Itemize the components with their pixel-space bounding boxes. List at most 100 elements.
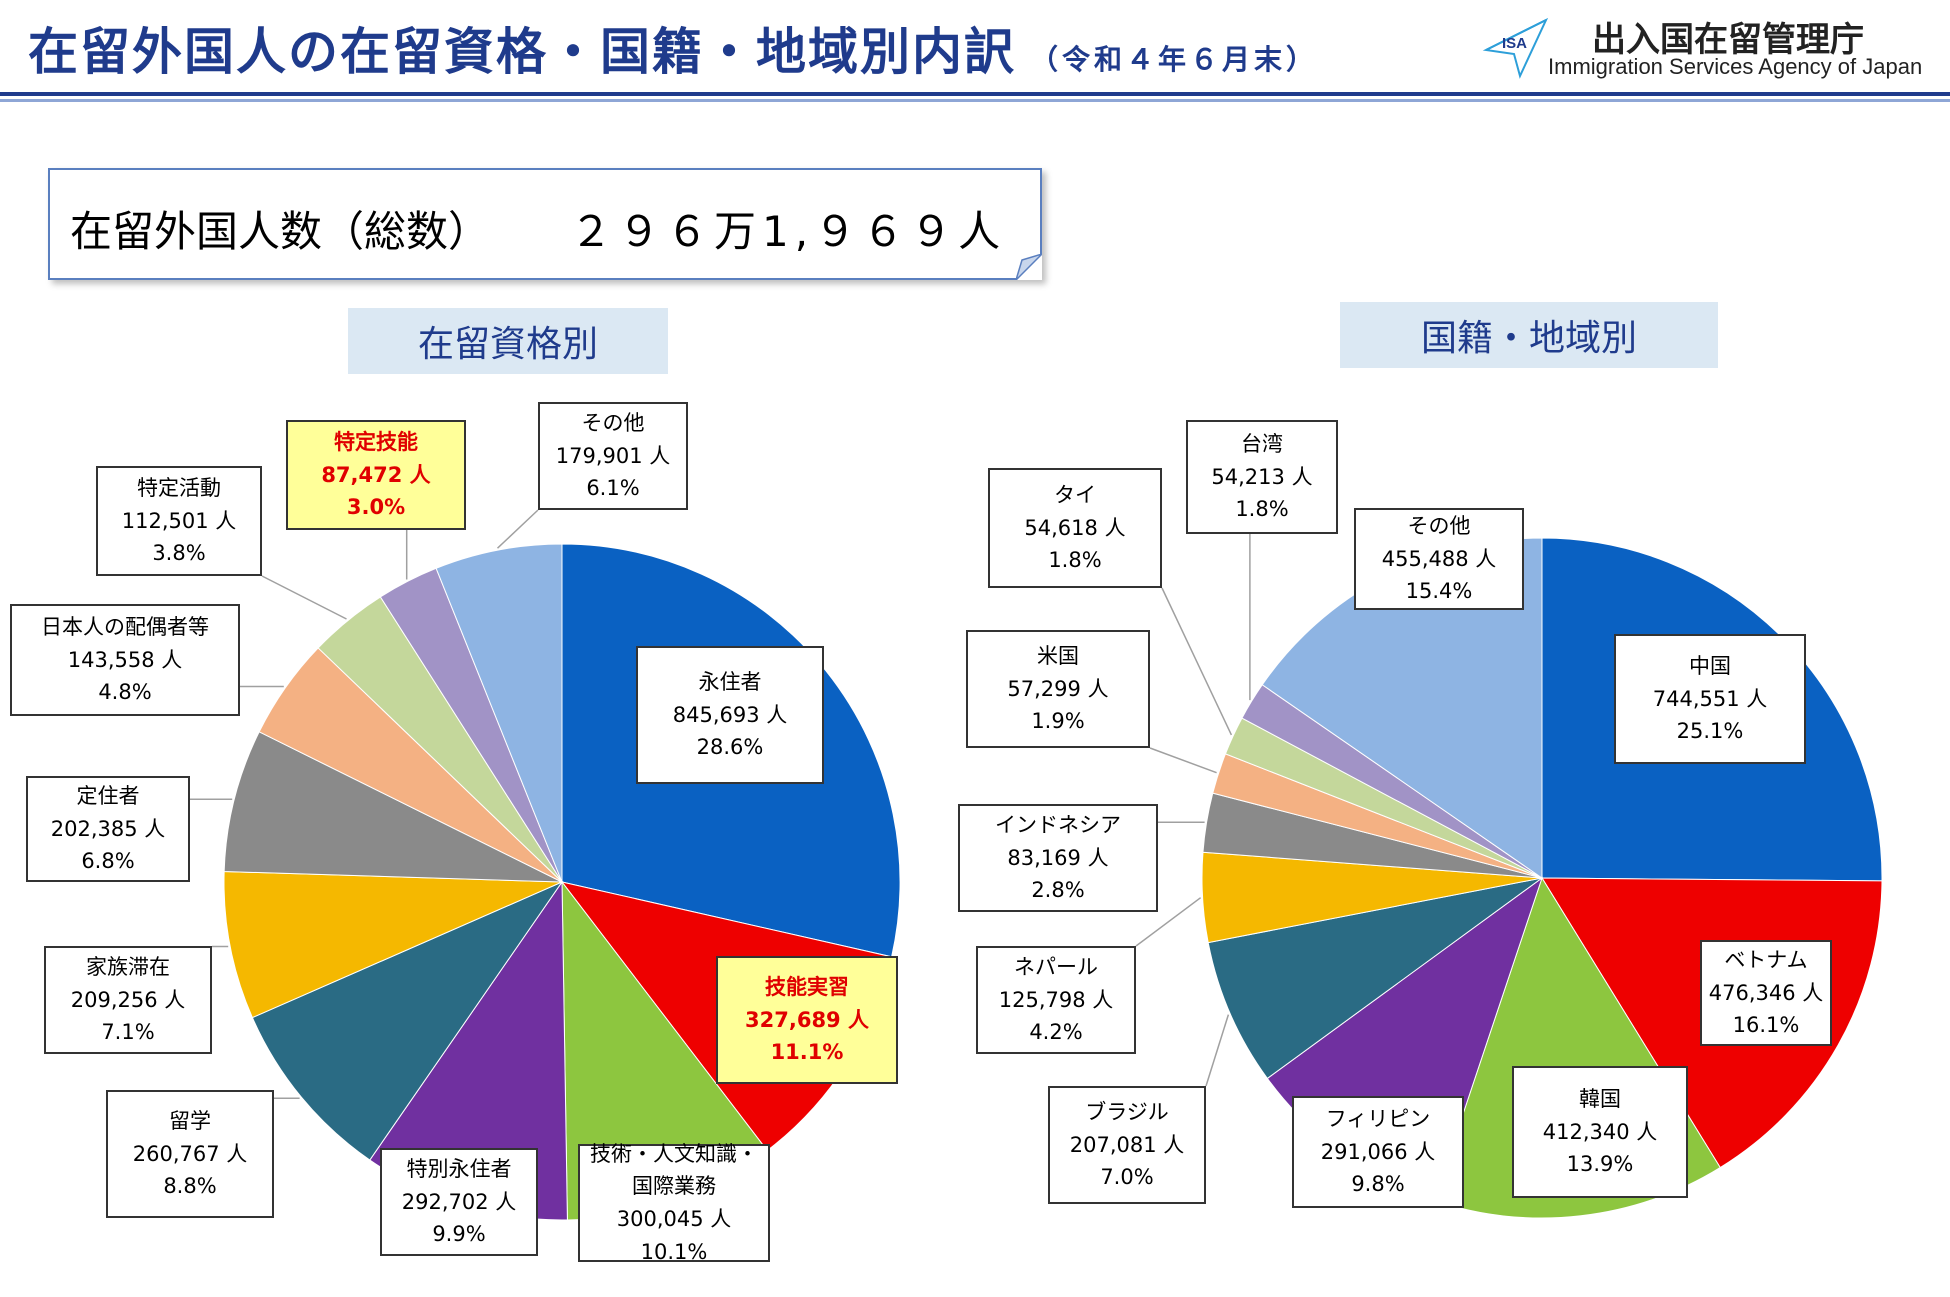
header-divider-light (0, 99, 1950, 102)
slice-label-nationality-8: タイ 54,618 人 1.8% (988, 468, 1162, 588)
pie-slice-status-6 (223, 731, 563, 883)
slice-name: 家族滞在 (86, 955, 170, 980)
slice-value-number: 412,340 (1542, 1119, 1630, 1144)
slice-percent: 25.1% (1676, 719, 1744, 744)
slice-value-number: 476,346 (1708, 980, 1796, 1005)
slice-value-unit: 人 (137, 816, 166, 841)
slice-value: 143,558 人 (68, 644, 183, 677)
slice-percent: 2.8% (1031, 878, 1085, 903)
slice-label-status-6: 定住者 202,385 人 6.8% (26, 776, 190, 882)
slice-value-number: 54,618 (1024, 515, 1098, 540)
slice-value-unit: 人 (1629, 1119, 1658, 1144)
leader-line-nationality-7 (1149, 747, 1217, 774)
slice-value: 260,767 人 (133, 1138, 248, 1171)
slice-name: 特定活動 (137, 476, 221, 501)
slice-label-nationality-1: ベトナム 476,346 人 16.1% (1700, 940, 1832, 1046)
slice-percent: 6.1% (586, 476, 640, 501)
slice-label-nationality-9: 台湾 54,213 人 1.8% (1186, 420, 1338, 534)
slice-name: 台湾 (1241, 432, 1283, 457)
header-divider (0, 92, 1950, 96)
slice-percent: 1.8% (1048, 548, 1102, 573)
slice-percent: 8.8% (163, 1174, 217, 1199)
slice-percent: 9.9% (432, 1222, 486, 1247)
slice-value: 57,299 人 (1007, 673, 1108, 706)
slice-value-number: 202,385 (50, 816, 138, 841)
slice-percent: 7.1% (101, 1020, 155, 1045)
slice-name: 国際業務 (632, 1174, 716, 1199)
pie-slice-status-4 (251, 880, 564, 1161)
slice-label-nationality-7: 米国 57,299 人 1.9% (966, 630, 1150, 748)
slice-label-nationality-6: インドネシア 83,169 人 2.8% (958, 804, 1158, 912)
slice-name: 中国 (1689, 654, 1731, 679)
slice-label-status-10: その他 179,901 人 6.1% (538, 402, 688, 510)
pie-slice-status-10 (435, 543, 563, 883)
slice-value-unit: 人 (1085, 987, 1114, 1012)
slice-value-unit: 人 (208, 508, 237, 533)
slice-value-number: 143,558 (67, 647, 155, 672)
slice-value-number: 179,901 (555, 443, 643, 468)
slice-value-number: 292,702 (401, 1189, 489, 1214)
slice-value-number: 125,798 (998, 987, 1086, 1012)
slice-name: 特別永住者 (406, 1157, 512, 1182)
leader-line-nationality-5 (1135, 897, 1202, 947)
slice-name: 韓国 (1579, 1087, 1621, 1112)
slice-value: 179,901 人 (556, 440, 671, 473)
slice-value-number: 209,256 (70, 987, 158, 1012)
slice-value-unit: 人 (703, 1207, 732, 1231)
slice-name: 技術・人文知識・ (590, 1141, 758, 1166)
slice-label-status-1: 技能実習 327,689 人 11.1% (716, 956, 898, 1084)
slice-value: 327,689 人 (745, 1004, 869, 1037)
slice-value-unit: 人 (759, 702, 788, 727)
pie-slice-nationality-4 (1207, 877, 1543, 1080)
slice-percent: 16.1% (1732, 1013, 1800, 1038)
slice-value-number: 260,767 (132, 1141, 220, 1166)
slice-percent: 11.1% (770, 1040, 844, 1065)
slice-value-number: 744,551 (1652, 686, 1740, 711)
slice-name: 留学 (169, 1109, 211, 1134)
slice-label-status-8: 特定活動 112,501 人 3.8% (96, 466, 262, 576)
slice-value-number: 845,693 (672, 702, 760, 727)
slice-name: フィリピン (1325, 1107, 1431, 1132)
slice-name: 永住者 (698, 670, 762, 695)
slice-label-status-5: 家族滞在 209,256 人 7.1% (44, 946, 212, 1054)
slice-label-nationality-2: 韓国 412,340 人 13.9% (1512, 1066, 1688, 1198)
slice-value-unit: 人 (840, 1007, 869, 1032)
slice-value-number: 87,472 (321, 462, 403, 487)
chart-title-status: 在留資格別 (348, 308, 668, 374)
slice-label-nationality-4: ブラジル 207,081 人 7.0% (1048, 1086, 1206, 1204)
slice-label-status-2: 技術・人文知識・ 国際業務 300,045 人 10.1% (578, 1142, 770, 1264)
slice-percent: 4.8% (98, 680, 152, 705)
slice-value-number: 300,045 (616, 1207, 704, 1231)
slice-label-nationality-5: ネパール 125,798 人 4.2% (976, 946, 1136, 1054)
slice-label-status-9: 特定技能 87,472 人 3.0% (286, 420, 466, 530)
slice-name: 米国 (1037, 644, 1079, 669)
slice-value: 125,798 人 (999, 984, 1114, 1017)
slice-label-status-0: 永住者 845,693 人 28.6% (636, 646, 824, 784)
slice-value: 845,693 人 (673, 699, 788, 732)
slice-percent: 9.8% (1351, 1172, 1405, 1197)
slice-value: 207,081 人 (1070, 1129, 1185, 1162)
slice-percent: 3.0% (346, 495, 406, 520)
page-title: 在留外国人の在留資格・国籍・地域別内訳 （令和４年６月末） (28, 12, 1318, 84)
slice-name: ベトナム (1724, 948, 1808, 973)
slice-value-unit: 人 (1097, 515, 1126, 540)
slice-value-number: 54,213 (1211, 464, 1285, 489)
slice-label-status-7: 日本人の配偶者等 143,558 人 4.8% (10, 604, 240, 716)
slice-value: 455,488 人 (1382, 543, 1497, 576)
slice-value-unit: 人 (1407, 1139, 1436, 1164)
slice-value-unit: 人 (157, 987, 186, 1012)
total-box: 在留外国人数（総数） ２９６万1,９６９人 (48, 168, 1042, 280)
leader-line-status-8 (261, 575, 347, 620)
agency-logo-text: ISA (1502, 35, 1527, 52)
total-label: 在留外国人数（総数） (70, 207, 491, 256)
pie-slice-status-5 (223, 870, 563, 1019)
page-title-text: 在留外国人の在留資格・国籍・地域別内訳 (28, 23, 1016, 81)
agency-name-jp: 出入国在留管理庁 (1592, 20, 1864, 60)
slice-name: 技能実習 (765, 975, 849, 1000)
slice-name: その他 (581, 411, 645, 436)
slice-percent: 4.2% (1029, 1020, 1083, 1045)
slice-label-nationality-3: フィリピン 291,066 人 9.8% (1292, 1096, 1464, 1208)
slice-value-unit: 人 (219, 1141, 248, 1166)
slice-percent: 13.9% (1566, 1152, 1634, 1177)
chart-title-nationality: 国籍・地域別 (1340, 302, 1718, 368)
